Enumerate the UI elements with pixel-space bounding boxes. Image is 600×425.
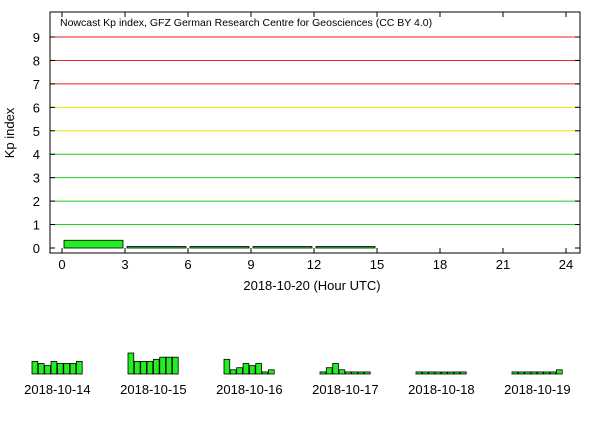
- daily-panel-2018-10-14: 2018-10-14: [24, 360, 91, 397]
- daily-bar-2018-10-19-3: [530, 371, 538, 375]
- daily-bar-2018-10-14-6: [69, 363, 77, 375]
- daily-bar-2018-10-19-2: [524, 371, 531, 375]
- y-tick-label-4: 4: [33, 147, 40, 162]
- daily-bar-2018-10-14-2: [44, 365, 51, 375]
- daily-bar-2018-10-16-5: [255, 363, 262, 375]
- daily-bar-2018-10-17-4: [344, 371, 352, 375]
- daily-bar-2018-10-17-5: [351, 371, 358, 375]
- daily-bar-2018-10-14-4: [57, 363, 64, 375]
- kp-bar-1: [126, 246, 187, 249]
- daily-bar-2018-10-18-4: [440, 371, 448, 375]
- daily-bar-2018-10-15-4: [152, 358, 160, 375]
- y-tick-label-6: 6: [33, 100, 40, 115]
- daily-bar-2018-10-17-0: [319, 371, 327, 375]
- daily-bar-2018-10-18-3: [434, 371, 442, 375]
- x-tick-label-12: 12: [307, 257, 321, 272]
- daily-bar-2018-10-17-2: [332, 363, 339, 375]
- daily-bar-2018-10-15-1: [133, 360, 141, 375]
- daily-panel-2018-10-18: 2018-10-18: [408, 371, 475, 397]
- kp-bar-0: [63, 239, 124, 249]
- daily-bar-2018-10-18-5: [447, 371, 454, 375]
- daily-bar-2018-10-18-1: [421, 371, 429, 375]
- daily-date-label: 2018-10-15: [120, 382, 187, 397]
- kp-bar-4: [315, 246, 376, 249]
- daily-date-label: 2018-10-16: [216, 382, 283, 397]
- daily-bar-2018-10-18-7: [460, 371, 467, 375]
- x-tick-label-0: 0: [58, 257, 65, 272]
- main-gridlines: [50, 36, 580, 226]
- y-tick-label-7: 7: [33, 77, 40, 92]
- y-tick-label-0: 0: [33, 241, 40, 256]
- kp-bar-3: [252, 246, 313, 249]
- y-tick-label-9: 9: [33, 30, 40, 45]
- daily-panel-2018-10-16: 2018-10-16: [216, 358, 283, 397]
- daily-bar-2018-10-17-7: [364, 371, 371, 375]
- y-tick-label-5: 5: [33, 124, 40, 139]
- x-tick-label-21: 21: [496, 257, 510, 272]
- y-tick-label-2: 2: [33, 194, 40, 209]
- daily-bar-2018-10-15-3: [146, 360, 154, 375]
- y-tick-label-3: 3: [33, 171, 40, 186]
- daily-bar-2018-10-16-0: [223, 358, 231, 375]
- daily-panels: 2018-10-14 2018-10-15 2018-10-16 2018-10-17…: [24, 352, 571, 397]
- y-tick-label-1: 1: [33, 218, 40, 233]
- daily-bar-2018-10-16-2: [236, 367, 243, 375]
- daily-date-label: 2018-10-18: [408, 382, 475, 397]
- x-axis-label: 2018-10-20 (Hour UTC): [243, 278, 380, 293]
- y-axis-label: Kp index: [2, 107, 17, 158]
- daily-bar-2018-10-18-2: [428, 371, 435, 375]
- main-bars: [63, 239, 376, 249]
- daily-bar-2018-10-19-1: [517, 371, 525, 375]
- daily-bar-2018-10-14-3: [50, 360, 58, 375]
- daily-bar-2018-10-16-1: [229, 369, 237, 375]
- daily-bar-2018-10-17-6: [357, 371, 365, 375]
- chart-title: Nowcast Kp index, GFZ German Research Ce…: [60, 17, 432, 29]
- x-tick-label-3: 3: [121, 257, 128, 272]
- daily-bar-2018-10-18-0: [415, 371, 423, 375]
- x-tick-label-24: 24: [559, 257, 573, 272]
- daily-bar-2018-10-19-7: [556, 369, 563, 375]
- daily-bar-2018-10-16-3: [242, 363, 250, 375]
- daily-bar-2018-10-14-1: [37, 363, 45, 375]
- x-tick-label-6: 6: [184, 257, 191, 272]
- daily-bar-2018-10-15-6: [165, 356, 173, 375]
- kp-bar-2: [189, 246, 250, 249]
- daily-bar-2018-10-19-4: [537, 371, 544, 375]
- daily-bar-2018-10-18-6: [453, 371, 461, 375]
- daily-bar-2018-10-14-5: [63, 363, 70, 375]
- daily-bar-2018-10-14-0: [31, 360, 39, 375]
- daily-bar-2018-10-19-6: [549, 371, 557, 375]
- x-tick-label-9: 9: [247, 257, 254, 272]
- daily-bar-2018-10-14-7: [76, 360, 83, 375]
- daily-date-label: 2018-10-19: [504, 382, 571, 397]
- daily-panel-2018-10-17: 2018-10-17: [312, 363, 379, 397]
- x-tick-label-18: 18: [433, 257, 447, 272]
- daily-bar-2018-10-17-3: [338, 369, 346, 375]
- daily-bar-2018-10-15-7: [172, 356, 179, 375]
- daily-bar-2018-10-17-1: [325, 367, 333, 375]
- daily-date-label: 2018-10-17: [312, 382, 379, 397]
- plot-frame: [49, 11, 581, 254]
- daily-bar-2018-10-15-0: [127, 352, 135, 375]
- x-tick-label-15: 15: [370, 257, 384, 272]
- daily-panel-2018-10-15: 2018-10-15: [120, 352, 187, 397]
- y-tick-label-8: 8: [33, 53, 40, 68]
- daily-date-label: 2018-10-14: [24, 382, 91, 397]
- daily-bar-2018-10-16-7: [268, 369, 275, 375]
- daily-bar-2018-10-16-6: [261, 371, 269, 375]
- daily-bar-2018-10-15-2: [140, 360, 147, 375]
- daily-panel-2018-10-19: 2018-10-19: [504, 369, 571, 397]
- daily-bar-2018-10-15-5: [159, 356, 166, 375]
- daily-bar-2018-10-19-5: [543, 371, 550, 375]
- daily-bar-2018-10-19-0: [511, 371, 519, 375]
- daily-bar-2018-10-16-4: [248, 365, 256, 375]
